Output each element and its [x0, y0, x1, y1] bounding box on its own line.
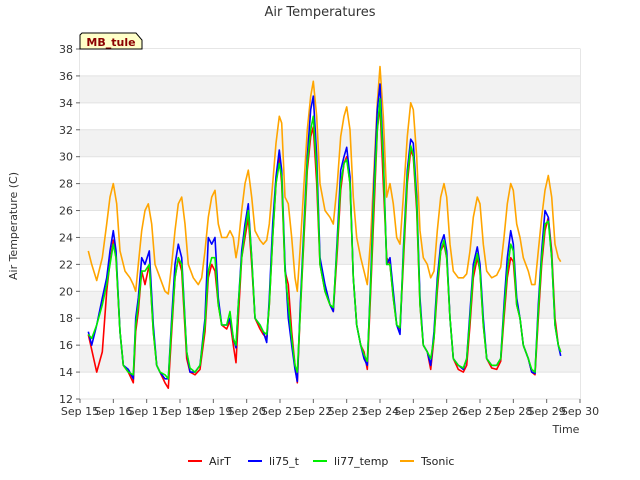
y-tick-label: 36: [59, 70, 73, 83]
grid-band: [80, 102, 580, 130]
x-tick-label: Sep 24: [361, 405, 399, 418]
series-layer: [87, 65, 562, 389]
series-line-li77-temp: [87, 98, 562, 380]
legend-label-tsonic: Tsonic: [420, 455, 454, 468]
site-label-box: MB_tule: [79, 32, 143, 50]
chart-title: Air Temperatures: [264, 5, 375, 20]
grid-band: [80, 210, 580, 238]
y-tick-label: 28: [59, 178, 73, 191]
y-axis-title: Air Temperature (C): [7, 172, 20, 280]
x-tick-label: Sep 22: [294, 405, 332, 418]
x-tick-label: Sep 15: [61, 405, 99, 418]
x-tick-label: Sep 28: [494, 405, 532, 418]
grid-band: [80, 237, 580, 265]
y-tick-label: 22: [59, 258, 73, 271]
y-tick-label: 30: [59, 151, 73, 164]
grid-band: [80, 129, 580, 157]
y-tick-label: 14: [59, 366, 73, 379]
x-tick-label: Sep 29: [528, 405, 566, 418]
y-tick-label: 24: [59, 231, 73, 244]
x-tick-label: Sep 21: [261, 405, 299, 418]
grid-band: [80, 372, 580, 399]
x-tick-label: Sep 20: [228, 405, 266, 418]
site-label-background: [79, 32, 143, 50]
x-tick-label: Sep 19: [194, 405, 232, 418]
y-tick-label: 38: [59, 43, 73, 56]
grid-band: [80, 345, 580, 373]
x-tick-label: Sep 17: [128, 405, 166, 418]
y-tick-label: 20: [59, 285, 73, 298]
x-tick-label: Sep 25: [394, 405, 432, 418]
grid-band: [80, 318, 580, 346]
y-tick-label: 34: [59, 97, 73, 110]
grid-band: [80, 156, 580, 184]
x-tick-label: Sep 16: [94, 405, 132, 418]
x-tick-label: Sep 26: [428, 405, 466, 418]
x-tick-label: Sep 27: [461, 405, 499, 418]
y-tick-label: 12: [59, 393, 73, 406]
x-tick-label: Sep 30: [561, 405, 599, 418]
legend-label-airt: AirT: [209, 455, 231, 468]
y-tick-label: 26: [59, 205, 73, 218]
series-line-tsonic: [87, 65, 562, 295]
legend-label-li77-temp: li77_temp: [334, 455, 388, 468]
y-tick-label: 16: [59, 339, 73, 352]
grid-band: [80, 183, 580, 211]
site-label: MB_tule: [86, 36, 135, 49]
y-tick-label: 18: [59, 312, 73, 325]
y-tick-label: 32: [59, 124, 73, 137]
grid-bands: [80, 49, 580, 400]
grid-band: [80, 49, 580, 76]
legend-label-li75-t: li75_t: [269, 455, 300, 468]
x-tick-label: Sep 18: [161, 405, 199, 418]
grid-band: [80, 75, 580, 103]
x-axis-title: Time: [552, 423, 580, 436]
x-tick-label: Sep 23: [328, 405, 366, 418]
legend: AirT li75_t li77_temp Tsonic: [188, 455, 454, 468]
